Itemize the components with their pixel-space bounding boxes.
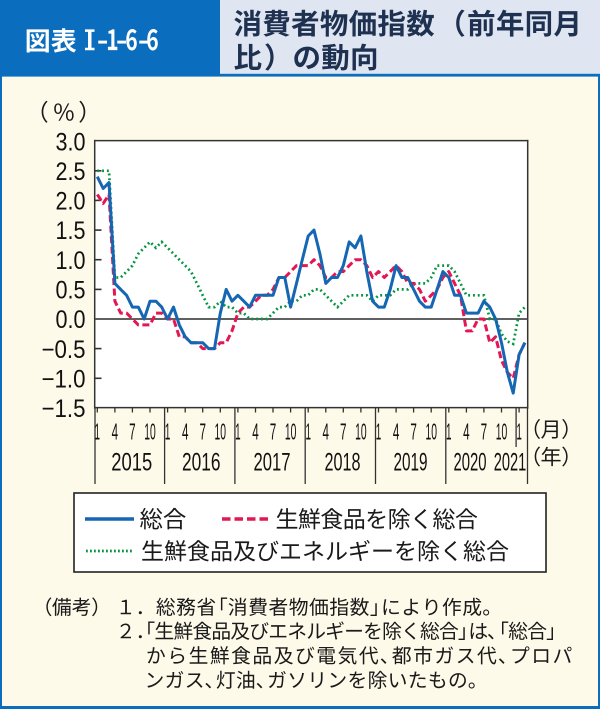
svg-text:2017: 2017 xyxy=(254,449,291,477)
svg-text:10: 10 xyxy=(425,419,437,445)
svg-text:2016: 2016 xyxy=(182,449,221,477)
svg-text:4: 4 xyxy=(112,419,119,445)
svg-text:2018: 2018 xyxy=(325,449,361,477)
svg-text:7: 7 xyxy=(410,419,417,445)
svg-text:7: 7 xyxy=(199,419,206,445)
svg-text:2015: 2015 xyxy=(111,449,152,477)
svg-text:10: 10 xyxy=(285,419,297,445)
svg-text:2020: 2020 xyxy=(454,449,487,477)
svg-text:0.5: 0.5 xyxy=(56,277,86,305)
svg-text:4: 4 xyxy=(323,419,330,445)
svg-text:0.0: 0.0 xyxy=(56,306,86,334)
svg-text:7: 7 xyxy=(129,419,136,445)
svg-text:4: 4 xyxy=(182,419,189,445)
svg-text:4: 4 xyxy=(252,419,259,445)
svg-text:10: 10 xyxy=(144,419,156,445)
svg-text:−1.5: −1.5 xyxy=(42,395,86,423)
svg-text:1: 1 xyxy=(165,419,171,445)
svg-text:7: 7 xyxy=(270,419,277,445)
svg-text:2.5: 2.5 xyxy=(56,158,86,186)
svg-text:7: 7 xyxy=(481,419,488,445)
svg-text:4: 4 xyxy=(463,419,470,445)
svg-text:1: 1 xyxy=(305,419,311,445)
svg-text:1: 1 xyxy=(235,419,241,445)
svg-text:4: 4 xyxy=(393,419,400,445)
svg-text:10: 10 xyxy=(215,419,227,445)
svg-text:10: 10 xyxy=(355,419,367,445)
svg-text:2021: 2021 xyxy=(494,449,527,477)
svg-text:1: 1 xyxy=(376,419,382,445)
svg-text:2.0: 2.0 xyxy=(56,188,86,216)
svg-text:10: 10 xyxy=(496,419,508,445)
svg-text:1.0: 1.0 xyxy=(56,247,86,275)
svg-text:1.5: 1.5 xyxy=(56,217,86,245)
svg-text:1: 1 xyxy=(95,419,101,445)
svg-text:7: 7 xyxy=(340,419,347,445)
svg-text:2019: 2019 xyxy=(394,449,428,477)
svg-text:−1.0: −1.0 xyxy=(42,366,86,394)
svg-text:1: 1 xyxy=(516,419,522,445)
svg-text:1: 1 xyxy=(446,419,452,445)
svg-text:−0.5: −0.5 xyxy=(42,336,86,364)
svg-text:3.0: 3.0 xyxy=(56,128,86,156)
